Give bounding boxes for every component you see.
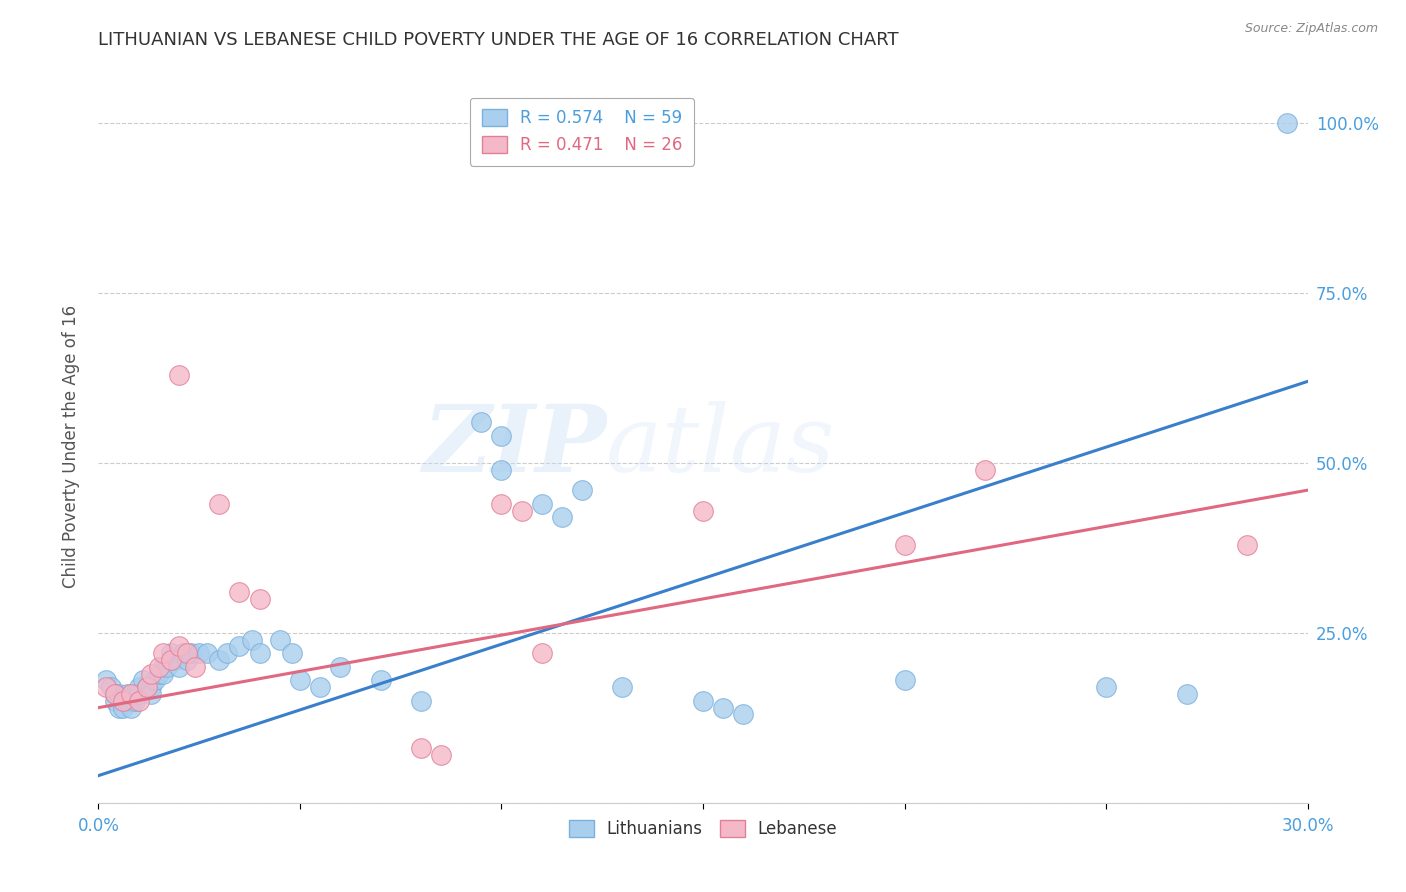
Point — [1277, 116, 1299, 130]
Point — [111, 694, 134, 708]
Point — [491, 463, 513, 477]
Point — [692, 694, 714, 708]
Point — [163, 653, 186, 667]
Point — [249, 591, 271, 606]
Point — [124, 687, 146, 701]
Text: Source: ZipAtlas.com: Source: ZipAtlas.com — [1244, 22, 1378, 36]
Point — [571, 483, 593, 498]
Point — [152, 646, 174, 660]
Point — [120, 687, 142, 701]
Legend: Lithuanians, Lebanese: Lithuanians, Lebanese — [562, 813, 844, 845]
Point — [409, 694, 432, 708]
Point — [974, 463, 997, 477]
Point — [111, 700, 134, 714]
Point — [217, 646, 239, 660]
Point — [510, 503, 533, 517]
Point — [228, 640, 250, 654]
Point — [1175, 687, 1198, 701]
Point — [288, 673, 311, 688]
Point — [115, 687, 138, 701]
Point — [167, 368, 190, 382]
Point — [103, 687, 125, 701]
Point — [491, 497, 513, 511]
Point — [115, 694, 138, 708]
Point — [176, 646, 198, 660]
Point — [180, 646, 202, 660]
Point — [135, 680, 157, 694]
Point — [120, 700, 142, 714]
Y-axis label: Child Poverty Under the Age of 16: Child Poverty Under the Age of 16 — [62, 304, 80, 588]
Point — [167, 660, 190, 674]
Point — [160, 653, 183, 667]
Point — [143, 673, 166, 688]
Point — [139, 687, 162, 701]
Point — [893, 537, 915, 551]
Point — [711, 700, 734, 714]
Point — [128, 694, 150, 708]
Point — [195, 646, 218, 660]
Point — [612, 680, 634, 694]
Point — [152, 666, 174, 681]
Point — [111, 694, 134, 708]
Point — [128, 687, 150, 701]
Point — [100, 680, 122, 694]
Point — [152, 660, 174, 674]
Text: LITHUANIAN VS LEBANESE CHILD POVERTY UNDER THE AGE OF 16 CORRELATION CHART: LITHUANIAN VS LEBANESE CHILD POVERTY UND… — [98, 31, 898, 49]
Point — [470, 415, 492, 429]
Point — [208, 497, 231, 511]
Point — [107, 700, 129, 714]
Point — [156, 660, 179, 674]
Point — [132, 673, 155, 688]
Point — [1236, 537, 1258, 551]
Point — [692, 503, 714, 517]
Point — [160, 646, 183, 660]
Point — [148, 660, 170, 674]
Point — [430, 748, 453, 763]
Point — [551, 510, 574, 524]
Point — [188, 646, 211, 660]
Point — [208, 653, 231, 667]
Point — [228, 585, 250, 599]
Point — [139, 666, 162, 681]
Point — [172, 646, 194, 660]
Point — [1095, 680, 1118, 694]
Point — [107, 687, 129, 701]
Point — [124, 694, 146, 708]
Point — [148, 666, 170, 681]
Point — [733, 707, 755, 722]
Text: ZIP: ZIP — [422, 401, 606, 491]
Point — [409, 741, 432, 756]
Point — [370, 673, 392, 688]
Point — [269, 632, 291, 647]
Point — [530, 646, 553, 660]
Point — [329, 660, 352, 674]
Point — [249, 646, 271, 660]
Point — [281, 646, 304, 660]
Point — [491, 429, 513, 443]
Point — [176, 653, 198, 667]
Point — [128, 680, 150, 694]
Point — [103, 687, 125, 701]
Point — [167, 640, 190, 654]
Point — [309, 680, 332, 694]
Point — [120, 694, 142, 708]
Point — [96, 673, 118, 688]
Point — [893, 673, 915, 688]
Point — [530, 497, 553, 511]
Point — [240, 632, 263, 647]
Text: atlas: atlas — [606, 401, 835, 491]
Point — [103, 694, 125, 708]
Point — [139, 680, 162, 694]
Point — [96, 680, 118, 694]
Point — [135, 680, 157, 694]
Point — [184, 660, 207, 674]
